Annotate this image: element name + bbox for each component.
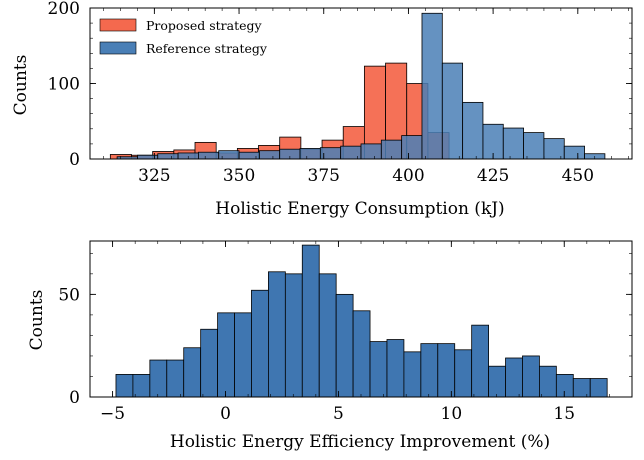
x-tick-label: 325 [138,166,170,186]
histogram-bar [352,310,371,398]
histogram-bar [301,244,320,398]
histogram-bar [200,328,219,398]
legend-label-reference: Reference strategy [146,41,268,56]
bottom-axis-ticks: −5 0 5 10 15 0 50 [58,241,633,424]
x-tick-label: 5 [333,404,344,424]
histogram-bar [197,151,220,160]
x-tick-label: −5 [100,404,125,424]
histogram-bar [217,312,235,398]
x-tick-label: 375 [308,166,340,186]
y-tick-label: 100 [48,75,80,95]
histogram-bar [268,271,286,398]
x-tick-label: 425 [477,166,509,186]
top-histogram-bars [109,12,606,160]
y-tick-label: 50 [58,285,80,305]
histogram-bar [471,324,490,398]
top-x-axis-label: Holistic Energy Consumption (kJ) [215,199,504,219]
histogram-bar [420,343,439,398]
histogram-bar [462,101,484,160]
histogram-bar [340,145,362,160]
histogram-bar [523,132,545,160]
bottom-y-axis-label: Counts [27,290,47,351]
histogram-bar [183,347,202,398]
histogram-bar [403,351,422,398]
bottom-histogram-bars [115,244,608,398]
legend-swatch-reference [99,41,137,55]
x-tick-label: 0 [220,404,231,424]
top-histogram-panel: 325 350 375 400 425 450 0 100 200 Proposed strat… [11,0,633,219]
histogram-bar [284,273,303,398]
histogram-bar [522,355,540,398]
legend: Proposed strategy Reference strategy [99,18,268,56]
bottom-histogram-panel: −5 0 5 10 15 0 50 Holistic Energy Efficiency I… [27,240,633,452]
y-tick-label: 200 [48,0,80,19]
histogram-bar [505,357,523,398]
histogram-bar [157,153,179,160]
histogram-bar [238,151,260,160]
top-y-axis-label: Counts [11,55,31,116]
y-tick-label: 0 [69,388,80,408]
x-tick-label: 350 [223,166,255,186]
histogram-bar [589,378,608,398]
y-tick-label: 0 [69,150,80,170]
histogram-bar [369,341,388,398]
histogram-bar [454,349,473,398]
histogram-bar [218,150,240,160]
histogram-bar [360,143,382,160]
histogram-bar [421,12,443,160]
x-tick-label: 400 [392,166,424,186]
x-tick-label: 10 [441,404,463,424]
histogram-bar [234,312,252,398]
histogram-bar [401,135,423,160]
bottom-x-axis-label: Holistic Energy Efficiency Improvement (… [170,432,550,452]
histogram-bar [572,378,591,398]
histogram-bar [502,127,524,160]
histogram-bar [251,289,269,398]
legend-label-proposed: Proposed strategy [146,18,263,33]
histogram-bar [149,359,168,398]
histogram-bar [488,365,506,398]
histogram-bar [441,62,464,160]
x-tick-label: 15 [553,404,575,424]
histogram-bar [543,138,565,160]
histogram-bar [318,273,337,398]
histogram-bar [299,148,321,160]
histogram-bar [563,145,585,160]
x-tick-label: 450 [562,166,594,186]
histogram-bar [437,343,456,398]
histogram-bar [555,374,574,398]
top-axis-ticks: 325 350 375 400 425 450 0 100 200 [48,0,632,186]
histogram-bar [539,365,557,398]
histogram-bar [258,150,281,160]
histogram-bar [166,359,185,398]
histogram-bar [335,293,354,398]
histogram-bar [386,339,405,398]
histogram-bar [132,374,151,398]
legend-swatch-proposed [99,18,137,32]
histogram-bar [115,374,134,398]
